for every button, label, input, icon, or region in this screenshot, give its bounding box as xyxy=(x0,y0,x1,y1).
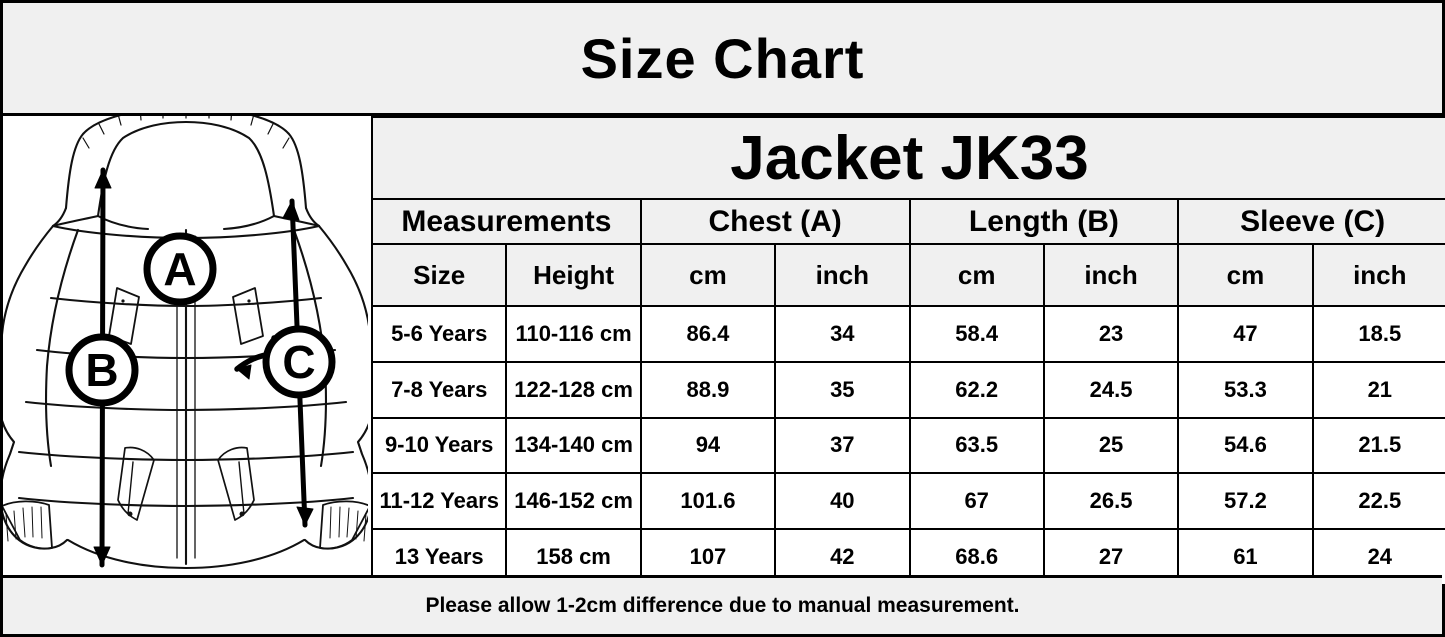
svg-text:A: A xyxy=(163,243,196,295)
svg-text:C: C xyxy=(282,336,315,388)
svg-text:B: B xyxy=(85,344,118,396)
